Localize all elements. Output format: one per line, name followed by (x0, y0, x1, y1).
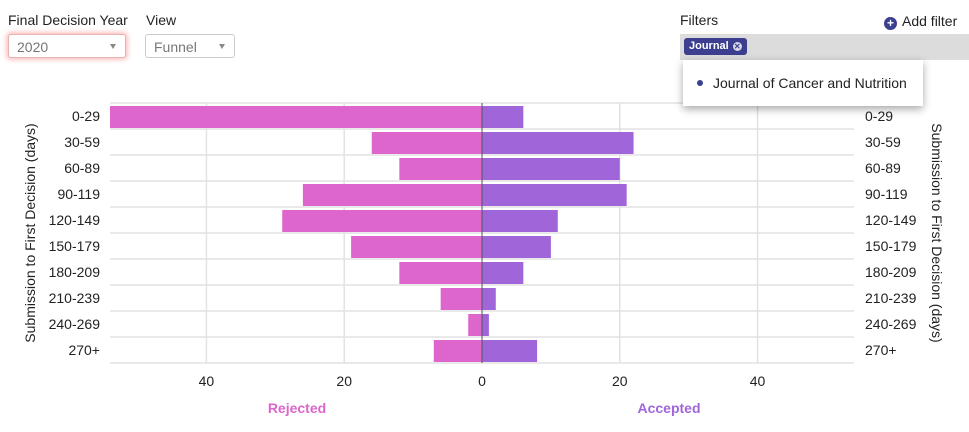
y-tick-label: 60-89 (865, 160, 901, 176)
bar-rejected[interactable] (110, 106, 482, 128)
y-tick-label: 90-119 (57, 186, 100, 202)
bar-accepted[interactable] (482, 314, 489, 336)
bar-rejected[interactable] (282, 210, 482, 232)
add-filter-button[interactable]: + Add filter (884, 13, 957, 30)
y-tick-label: 120-149 (865, 212, 917, 228)
view-value: Funnel (154, 39, 197, 55)
year-label: Final Decision Year (8, 12, 128, 28)
y-tick-label: 0-29 (72, 108, 100, 124)
y-tick-label: 150-179 (49, 238, 101, 254)
bar-rejected[interactable] (351, 236, 482, 258)
y-tick-labels-left: 0-29 30-59 60-89 90-119 120-149 150-179 180-20… (49, 108, 101, 358)
bar-rejected[interactable] (371, 132, 482, 154)
filter-dropdown: Journal of Cancer and Nutrition (683, 60, 923, 106)
bar-rejected[interactable] (399, 262, 482, 284)
x-axis-title-rejected: Rejected (268, 400, 326, 416)
chevron-down-icon (110, 44, 116, 49)
dropdown-item[interactable]: Journal of Cancer and Nutrition (713, 75, 907, 91)
x-tick-label: 40 (750, 373, 766, 389)
x-tick-label: 40 (199, 373, 215, 389)
year-select[interactable]: 2020 (8, 34, 126, 58)
x-tick-label: 0 (478, 373, 486, 389)
view-select[interactable]: Funnel (145, 34, 235, 58)
filter-chip-label: Journal (689, 40, 729, 52)
bar-rejected[interactable] (433, 340, 482, 362)
y-tick-label: 120-149 (49, 212, 101, 228)
bar-accepted[interactable] (482, 340, 538, 362)
y-tick-label: 180-209 (865, 264, 917, 280)
y-tick-label: 270+ (68, 342, 100, 358)
bar-accepted[interactable] (482, 106, 524, 128)
filters-label: Filters (680, 12, 719, 28)
x-tick-label: 20 (336, 373, 352, 389)
x-axis-title-accepted: Accepted (637, 400, 700, 416)
y-tick-label: 150-179 (865, 238, 917, 254)
bar-accepted[interactable] (482, 158, 620, 180)
bar-rejected[interactable] (440, 288, 482, 310)
y-tick-labels-right: 0-29 30-59 60-89 90-119 120-149 150-179 180-20… (865, 108, 917, 358)
plus-circle-icon: + (884, 17, 897, 30)
chevron-down-icon (219, 44, 225, 49)
close-icon[interactable]: ✕ (732, 42, 742, 51)
y-axis-title-right: Submission to First Decision (days) (929, 123, 945, 342)
y-tick-label: 240-269 (49, 316, 101, 332)
bar-accepted[interactable] (482, 288, 496, 310)
x-tick-labels: 40 20 0 20 40 (199, 373, 766, 389)
y-tick-label: 210-239 (865, 290, 917, 306)
y-tick-label: 30-59 (865, 134, 901, 150)
bar-rejected[interactable] (302, 184, 482, 206)
y-tick-label: 180-209 (49, 264, 101, 280)
bar-accepted[interactable] (482, 210, 558, 232)
y-tick-label: 90-119 (865, 186, 908, 202)
bar-accepted[interactable] (482, 236, 551, 258)
bullet-icon (697, 80, 703, 86)
x-tick-label: 20 (612, 373, 628, 389)
y-tick-label: 270+ (865, 342, 897, 358)
year-value: 2020 (17, 39, 49, 55)
bar-rejected[interactable] (399, 158, 482, 180)
bar-accepted[interactable] (482, 262, 524, 284)
view-label: View (146, 12, 177, 28)
bar-accepted[interactable] (482, 132, 634, 154)
y-tick-label: 240-269 (865, 316, 917, 332)
bar-rejected[interactable] (468, 314, 482, 336)
bars (110, 106, 634, 362)
y-tick-label: 60-89 (64, 160, 100, 176)
y-tick-label: 210-239 (49, 290, 101, 306)
bar-accepted[interactable] (482, 184, 627, 206)
y-tick-label: 0-29 (865, 108, 893, 124)
filter-chip-journal[interactable]: Journal ✕ (684, 38, 747, 55)
y-axis-title-left: Submission to First Decision (days) (22, 123, 38, 342)
add-filter-label: Add filter (902, 13, 958, 29)
y-tick-label: 30-59 (64, 134, 100, 150)
